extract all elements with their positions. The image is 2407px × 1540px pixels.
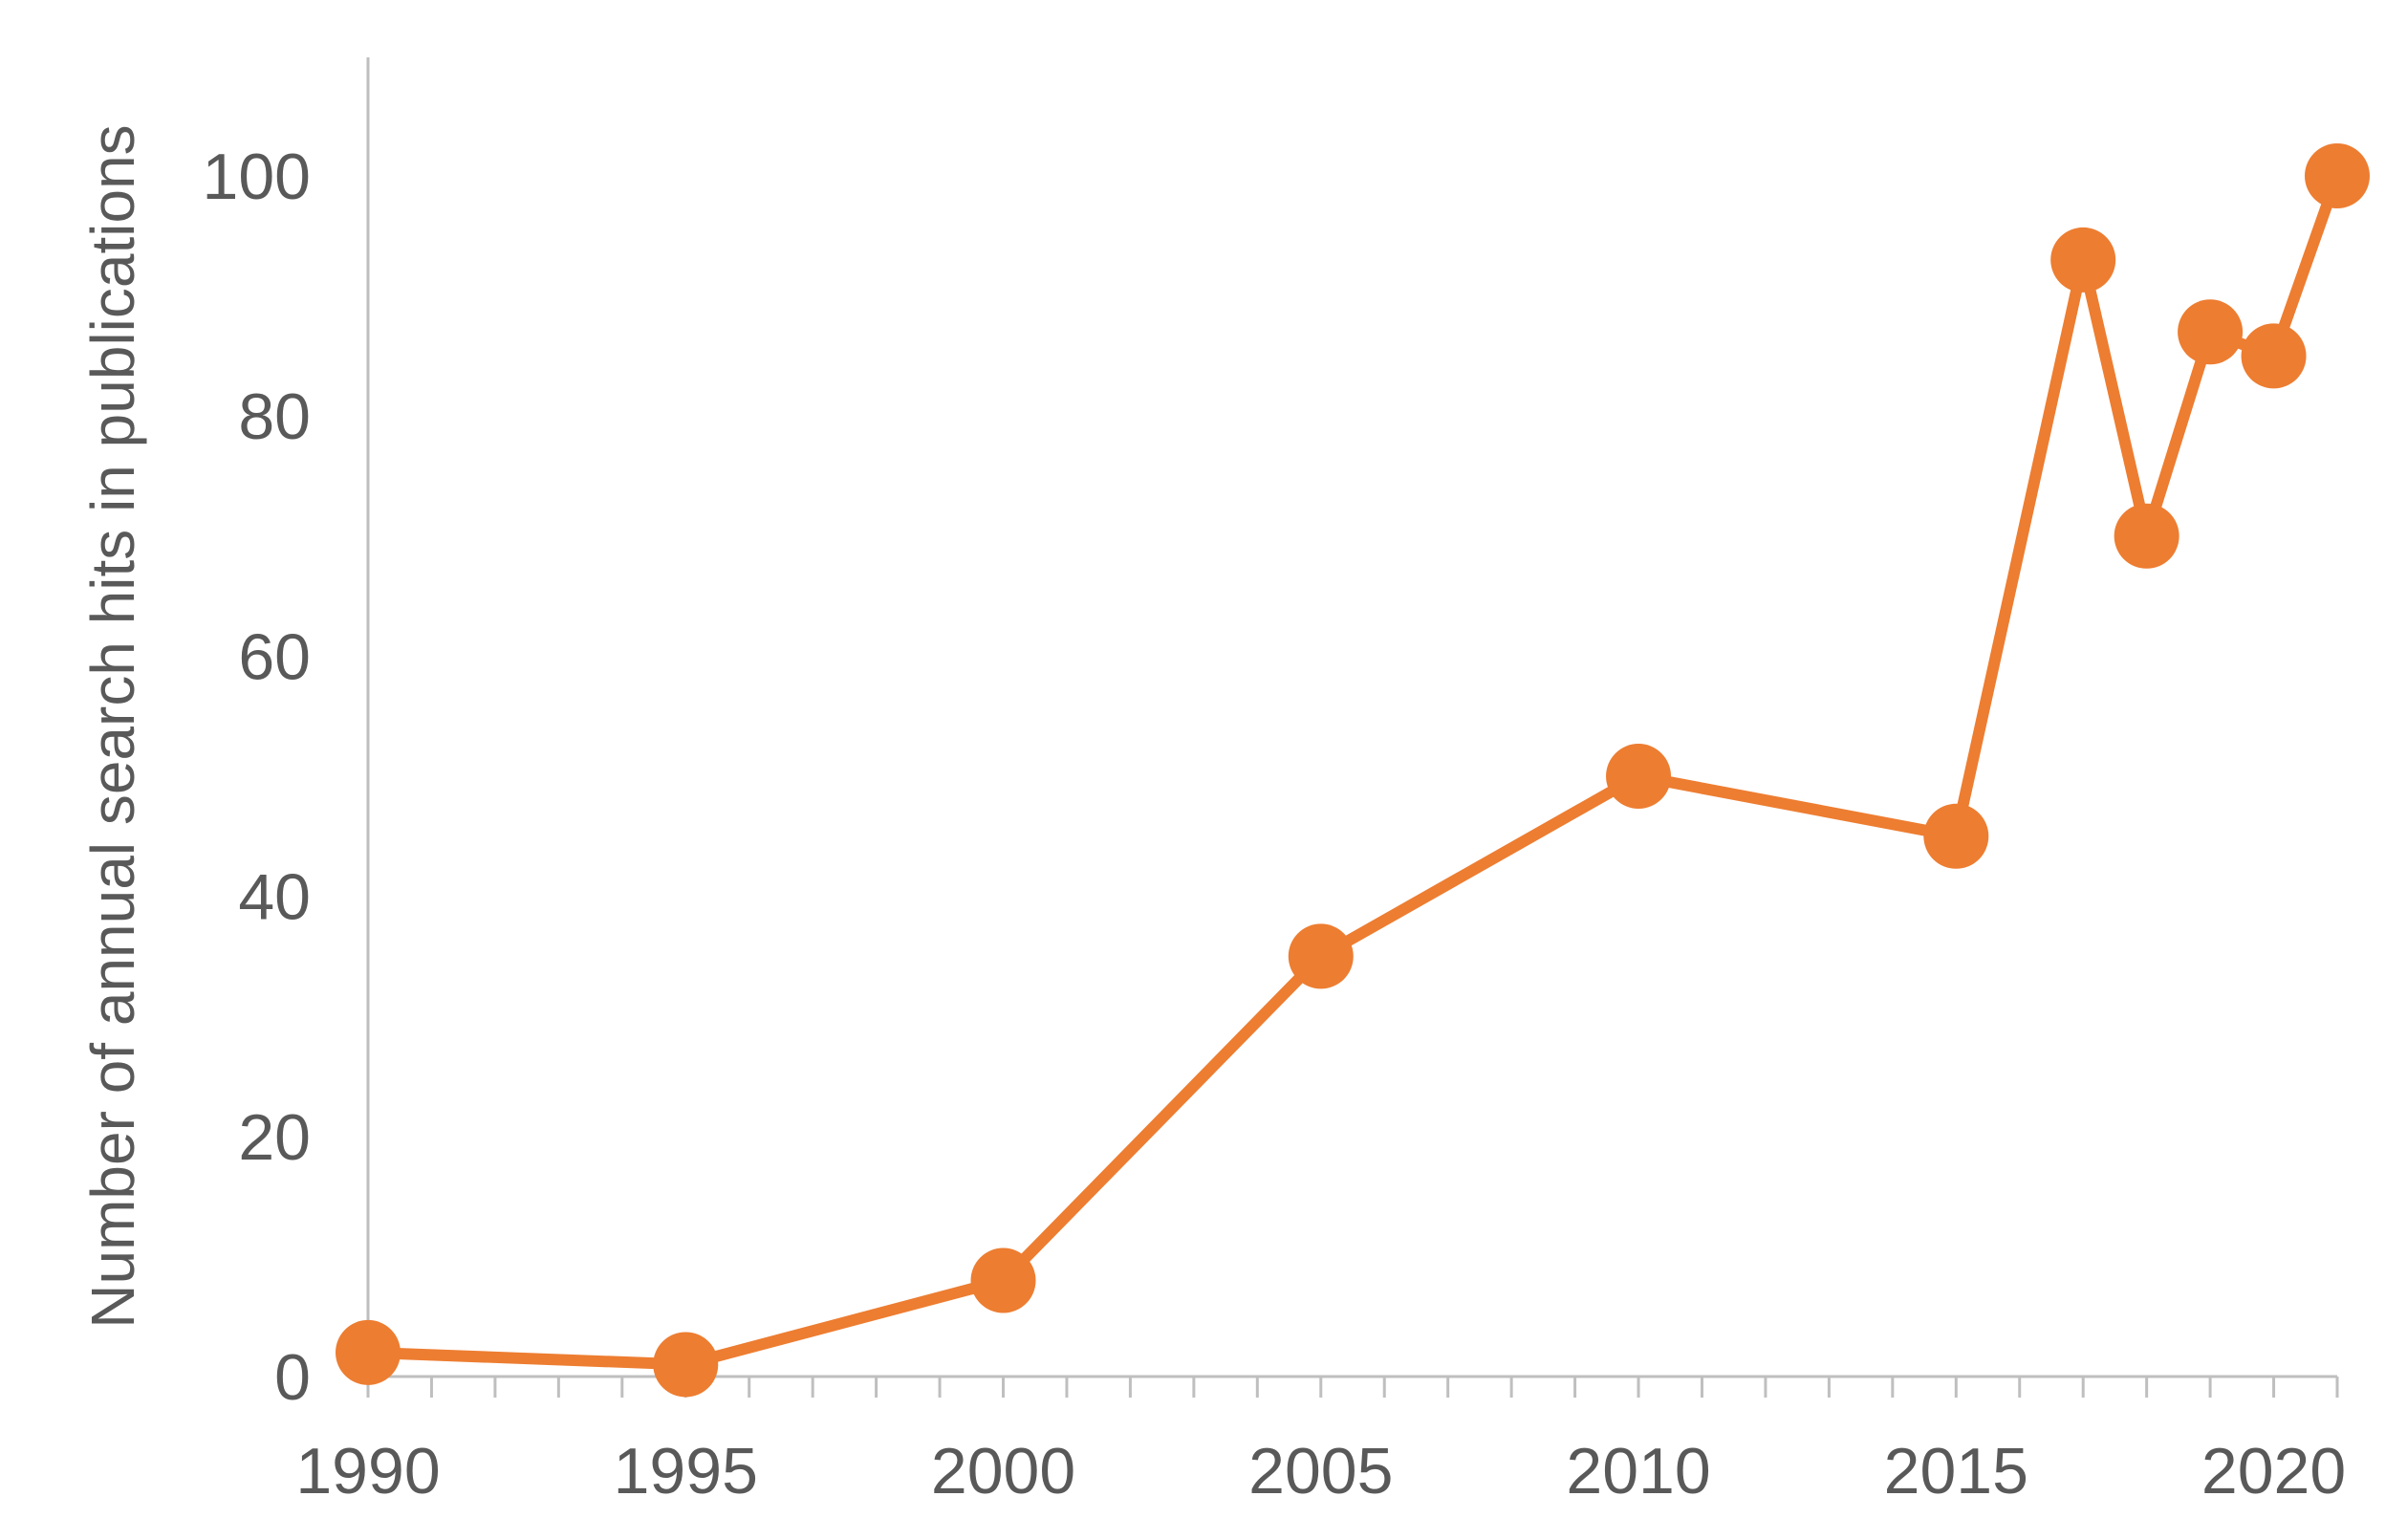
data-point — [2114, 503, 2179, 569]
data-point — [336, 1319, 401, 1385]
data-point — [1606, 744, 1672, 809]
y-tick-label: 100 — [203, 141, 311, 213]
data-point — [2050, 227, 2116, 293]
y-tick-label: 0 — [274, 1341, 311, 1414]
series-group — [336, 143, 2370, 1398]
x-tick-label: 1990 — [295, 1435, 440, 1507]
series-line — [362, 170, 2343, 1371]
y-tick-label: 80 — [238, 380, 311, 453]
y-tick-label: 60 — [238, 620, 311, 693]
data-point — [1288, 923, 1354, 989]
data-point — [2305, 143, 2370, 208]
data-point — [2178, 299, 2244, 365]
data-point — [653, 1332, 719, 1398]
x-tick-label: 2005 — [1248, 1435, 1393, 1507]
x-axis-ticks: 1990 1995 2000 2005 2010 2015 2020 — [295, 1435, 2346, 1507]
x-tick-label: 2015 — [1884, 1435, 2028, 1507]
x-tick-label: 1995 — [614, 1435, 758, 1507]
y-tick-label: 20 — [238, 1101, 311, 1174]
data-point — [1923, 803, 1989, 869]
y-tick-label: 40 — [238, 861, 311, 934]
x-tick-label: 2010 — [1566, 1435, 1710, 1507]
data-point — [2241, 323, 2307, 389]
data-point — [970, 1247, 1036, 1313]
x-tick-label: 2020 — [2201, 1435, 2346, 1507]
x-tick-label: 2000 — [931, 1435, 1075, 1507]
y-axis-ticks: 0 20 40 60 80 100 — [203, 141, 311, 1414]
axes — [366, 57, 2339, 1398]
y-axis-title: Number of annual search hits in publicat… — [78, 124, 147, 1328]
